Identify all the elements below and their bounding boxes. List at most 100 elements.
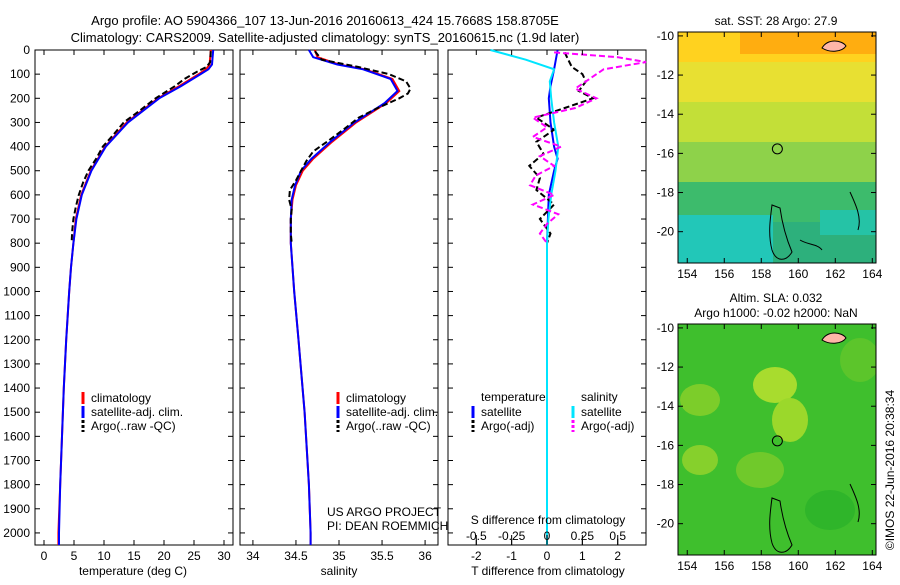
chart-title: Argo profile: AO 5904366_107 13-Jun-2016… [91, 13, 559, 28]
legend-climatology-label: climatology [346, 391, 406, 405]
difference-legend: temperature salinity satellite Argo(-adj… [471, 390, 634, 433]
x-tick-label: 20 [157, 549, 171, 563]
x-tick-label: 15 [127, 549, 141, 563]
salinity-legend: climatology satellite-adj. clim. Argo(..… [336, 391, 438, 433]
y-tick-label: 100 [10, 67, 30, 81]
series-line-climatology [289, 49, 401, 545]
difference-panel: -2 -1 0 1 2 -0.5 -0.25 0 0.25 0.5 S difference f… [447, 49, 647, 578]
s-tick-label: 0.25 [571, 529, 595, 543]
map-x-tick-label: 162 [825, 267, 845, 281]
y-tick-label: 1700 [3, 453, 30, 467]
sla-map-title: Altim. SLA: 0.032 [730, 291, 823, 305]
y-tick-label: 800 [10, 236, 30, 250]
sla-map-panel: Altim. SLA: 0.032 Argo h1000: -0.02 h200… [657, 291, 883, 573]
map-y-tick-label: -20 [657, 225, 675, 239]
temperature-xlabel: temperature (deg C) [79, 564, 187, 578]
map-y-tick-label: -14 [657, 399, 675, 413]
map-y-tick-label: -10 [657, 321, 675, 335]
y-tick-label: 500 [10, 164, 30, 178]
y-tick-label: 1200 [3, 333, 30, 347]
map-y-tick-label: -14 [657, 107, 675, 121]
map-y-tick-label: -18 [657, 478, 675, 492]
series-line-argo-raw-qc [70, 51, 212, 244]
temperature-panel: 0 5 10 15 20 25 30 010020030040050060070080090… [3, 43, 646, 578]
y-tick-label: 700 [10, 212, 30, 226]
x-tick-label: 1 [579, 549, 586, 563]
legend-argo-label: Argo(..raw -QC) [91, 419, 176, 433]
island-shape [821, 40, 847, 52]
y-tick-label: 1500 [3, 405, 30, 419]
series-line-argo-raw-qc [288, 50, 412, 244]
legend-salinity-header: salinity [581, 390, 618, 404]
credit-text: ©IMOS 22-Jun-2016 20:38:34 [883, 390, 897, 551]
difference-series [490, 49, 647, 545]
salinity-axes-frame [239, 49, 439, 546]
y-tick-label: 1900 [3, 502, 30, 516]
legend-satellite-label: satellite-adj. clim. [91, 405, 183, 419]
series-line-temperature-satellite [546, 49, 559, 545]
chart-subtitle: Climatology: CARS2009. Satellite-adjuste… [71, 30, 580, 45]
sst-map-panel: sat. SST: 28 Argo: 27.9 154 156 158 160 162 1… [657, 14, 883, 281]
y-tick-label: 2000 [3, 526, 30, 540]
temperature-difference-xlabel: T difference from climatology [471, 564, 625, 578]
x-tick-label: -2 [471, 549, 482, 563]
island-outline [769, 497, 793, 553]
sst-map-field [678, 32, 876, 263]
legend-temperature-header: temperature [481, 390, 546, 404]
legend-temp-argo-label: Argo(-adj) [481, 419, 534, 433]
x-tick-label: 10 [97, 549, 111, 563]
legend-climatology-label: climatology [91, 391, 151, 405]
x-tick-label: 35 [332, 549, 346, 563]
sla-map-frame [677, 323, 877, 556]
island-outline [849, 483, 860, 523]
temperature-legend: climatology satellite-adj. clim. Argo(..… [81, 391, 183, 433]
series-line-salinity-argo-adj [528, 51, 647, 244]
salinity-series [288, 49, 412, 545]
depth-ticks: 0 100 200 300 400 500 600 700 800 900 1000 1100 1200… [3, 43, 646, 540]
x-tick-label: 34.5 [284, 549, 308, 563]
salinity-difference-label: S difference from climatology [471, 513, 626, 527]
series-line-salinity-satellite [490, 49, 560, 545]
map-x-tick-label: 154 [677, 267, 697, 281]
map-y-tick-label: -12 [657, 360, 675, 374]
series-line-temperature-argo-adj [527, 51, 596, 244]
salinity-xlabel: salinity [321, 564, 358, 578]
x-tick-label: 2 [614, 549, 621, 563]
sla-map-subtitle: Argo h1000: -0.02 h2000: NaN [694, 306, 857, 320]
map-y-tick-label: -18 [657, 186, 675, 200]
series-line-satellite-adj-clim [58, 49, 215, 545]
map-x-tick-label: 162 [825, 559, 845, 573]
x-tick-label: 25 [187, 549, 201, 563]
map-x-tick-label: 158 [751, 559, 771, 573]
sla-map-ticks: 154 156 158 160 162 164 -10 -12 -14 -16 -18 -20 [657, 321, 883, 573]
map-y-tick-label: -20 [657, 517, 675, 531]
island-outline [769, 204, 793, 260]
map-y-tick-label: -10 [657, 29, 675, 43]
legend-satellite-label: satellite-adj. clim. [346, 405, 438, 419]
series-line-satellite-adj-clim [289, 49, 399, 545]
y-tick-label: 1600 [3, 429, 30, 443]
legend-sal-satellite-label: satellite [581, 405, 622, 419]
map-x-tick-label: 158 [751, 267, 771, 281]
s-tick-label: -0.5 [466, 529, 487, 543]
y-tick-label: 1300 [3, 357, 30, 371]
x-tick-label: 34 [246, 549, 260, 563]
x-tick-label: 30 [217, 549, 231, 563]
map-x-tick-label: 164 [862, 267, 882, 281]
map-y-tick-label: -16 [657, 146, 675, 160]
x-tick-label: 35.5 [370, 549, 394, 563]
y-tick-label: 900 [10, 260, 30, 274]
sst-map-frame [677, 31, 877, 264]
x-tick-label: -1 [506, 549, 517, 563]
y-tick-label: 1800 [3, 478, 30, 492]
sla-map-field [678, 324, 876, 555]
y-tick-label: 600 [10, 188, 30, 202]
map-y-tick-label: -12 [657, 68, 675, 82]
y-tick-label: 1400 [3, 381, 30, 395]
argo-position-marker [771, 143, 783, 155]
map-x-tick-label: 160 [788, 559, 808, 573]
x-tick-label: 0 [41, 549, 48, 563]
temperature-series [57, 49, 215, 545]
island-shape [821, 332, 847, 344]
salinity-x-ticks: 34 34.5 35 35.5 36 [246, 50, 432, 563]
